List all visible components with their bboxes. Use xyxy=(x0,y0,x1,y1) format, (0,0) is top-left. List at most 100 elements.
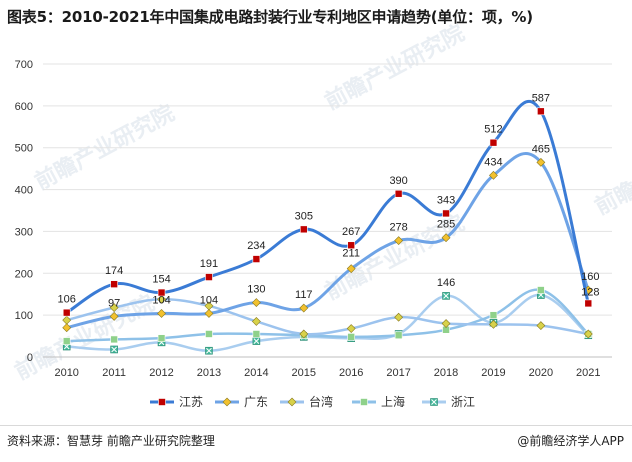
data-point xyxy=(584,299,593,308)
legend-swatch-marker xyxy=(430,398,438,406)
x-tick-label: 2020 xyxy=(529,367,553,379)
data-label: 343 xyxy=(437,194,455,206)
data-label: 128 xyxy=(581,286,599,298)
y-axis: 0 100 200 300 400 500 600 700 xyxy=(15,59,33,364)
legend-label: 上海 xyxy=(381,394,405,409)
data-point xyxy=(347,241,356,250)
x-tick-label: 2010 xyxy=(54,367,78,379)
data-label: 234 xyxy=(247,240,265,252)
data-point xyxy=(489,311,498,319)
x-tick-label: 2011 xyxy=(102,367,126,379)
data-label: 174 xyxy=(105,265,123,277)
data-point xyxy=(489,170,498,180)
series-江苏 xyxy=(62,100,593,317)
data-point xyxy=(583,329,593,339)
chart-title: 图表5：2010-2021年中国集成电路封装行业专利地区申请趋势(单位：项，%) xyxy=(7,8,533,26)
y-tick-label: 500 xyxy=(15,143,33,155)
data-point xyxy=(394,189,403,198)
legend-item-浙江: 浙江 xyxy=(422,395,475,409)
y-tick-label: 200 xyxy=(15,268,33,280)
legend-label: 浙江 xyxy=(451,395,475,409)
data-point xyxy=(62,337,71,345)
data-point xyxy=(110,345,118,354)
data-point xyxy=(442,209,450,218)
data-point xyxy=(489,138,498,147)
data-point xyxy=(204,309,214,318)
data-label: 117 xyxy=(295,289,313,301)
legend-swatch-marker xyxy=(158,398,166,406)
data-point xyxy=(157,288,166,297)
data-point xyxy=(489,319,498,329)
data-label: 97 xyxy=(108,297,120,309)
data-point xyxy=(537,107,545,116)
data-point xyxy=(157,294,166,304)
source-note: 资料来源：智慧芽 前瞻产业研究院整理 xyxy=(7,434,215,448)
data-label: 191 xyxy=(200,258,218,270)
data-point xyxy=(394,312,404,322)
x-tick-label: 2014 xyxy=(244,367,268,379)
watermark-text: 前瞻产业研究院 xyxy=(321,20,469,115)
data-label: 512 xyxy=(484,124,502,136)
y-tick-label: 100 xyxy=(15,310,33,322)
data-label: 146 xyxy=(437,277,455,289)
series-台湾 xyxy=(62,294,593,339)
x-tick-label: 2017 xyxy=(386,367,410,379)
x-tick-label: 2018 xyxy=(434,367,458,379)
data-label: 267 xyxy=(342,226,360,238)
data-point xyxy=(346,324,356,333)
legend: 江苏 广东 台湾 上海 浙江 xyxy=(150,394,475,409)
x-tick-label: 2016 xyxy=(339,367,363,379)
data-point xyxy=(251,298,261,308)
data-label: 154 xyxy=(152,274,170,286)
data-label: 104 xyxy=(200,294,218,306)
legend-label: 江苏 xyxy=(179,395,203,409)
data-label: 587 xyxy=(532,92,550,104)
data-point xyxy=(157,334,166,342)
legend-label: 广东 xyxy=(244,395,268,409)
data-label: 160 xyxy=(581,271,599,283)
y-tick-label: 600 xyxy=(15,101,33,113)
y-tick-label: 400 xyxy=(15,185,33,197)
data-point xyxy=(110,335,118,344)
data-point xyxy=(537,286,545,294)
data-label: 106 xyxy=(58,294,76,306)
x-axis: 2010 2011 2012 2013 2014 2015 2016 2017 2018 2019… xyxy=(43,356,612,379)
x-tick-label: 2021 xyxy=(576,367,600,379)
watermark-text: 前瞻产业研究院 xyxy=(11,290,159,385)
data-point xyxy=(299,225,308,234)
data-point xyxy=(252,337,261,345)
y-tick-label: 300 xyxy=(15,226,33,238)
data-point xyxy=(442,292,450,300)
series-广东 xyxy=(62,152,593,333)
brand-credit: @前瞻经济学人APP xyxy=(517,434,624,448)
data-label: 305 xyxy=(295,210,313,222)
data-label: 104 xyxy=(152,294,170,306)
data-point xyxy=(441,233,451,243)
data-point xyxy=(109,303,119,313)
legend-item-上海: 上海 xyxy=(352,394,405,409)
data-point xyxy=(157,309,166,318)
data-point xyxy=(252,255,261,263)
data-point xyxy=(299,329,309,339)
data-label: 390 xyxy=(389,175,407,187)
data-label: 434 xyxy=(484,156,502,168)
data-point xyxy=(205,273,213,281)
data-label: 278 xyxy=(389,222,407,234)
x-tick-label: 2012 xyxy=(149,367,173,379)
data-point xyxy=(347,333,356,341)
y-tick-label: 700 xyxy=(15,59,33,71)
data-point xyxy=(441,319,451,328)
data-point xyxy=(109,311,119,321)
data-point xyxy=(62,308,71,317)
legend-swatch-marker xyxy=(287,397,297,407)
watermark-text: 前瞻产业研究院 xyxy=(591,125,632,220)
legend-swatch-marker xyxy=(222,397,232,407)
legend-item-台湾: 台湾 xyxy=(280,394,333,409)
data-label: 211 xyxy=(342,248,360,260)
legend-item-广东: 广东 xyxy=(215,395,268,409)
data-point xyxy=(62,323,72,333)
x-tick-label: 2013 xyxy=(197,367,221,379)
x-tick-label: 2019 xyxy=(481,367,505,379)
data-point xyxy=(536,321,546,331)
